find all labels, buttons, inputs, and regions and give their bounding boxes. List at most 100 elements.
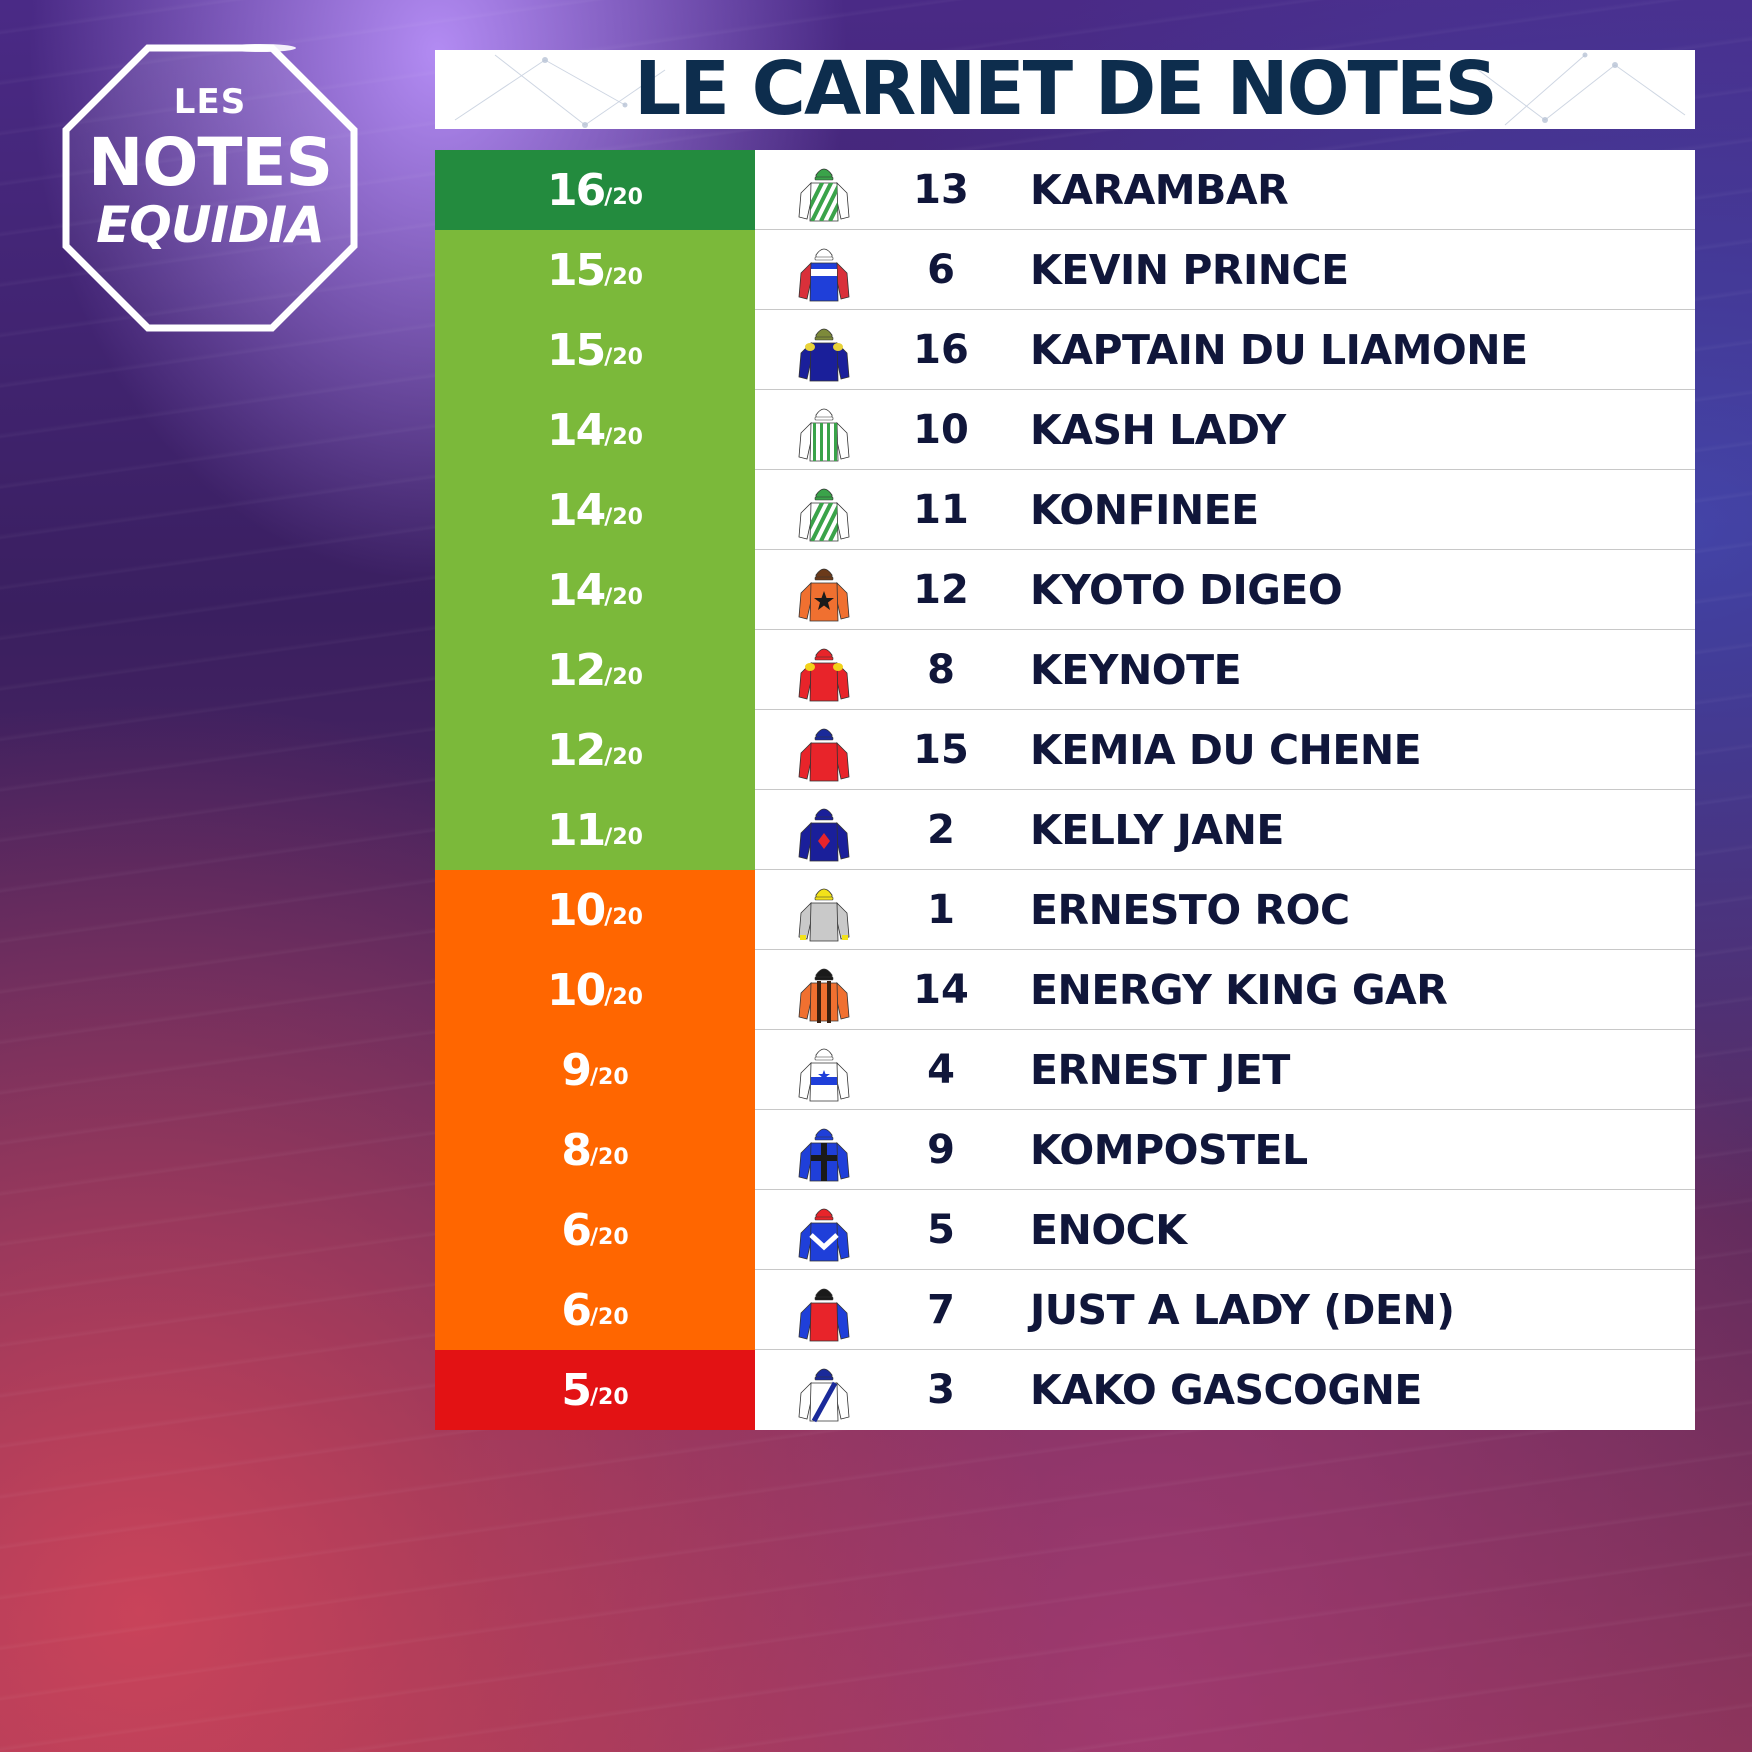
table-row: 6/20 7 JUST A LADY (DEN) xyxy=(435,1270,1695,1350)
horse-number: 16 xyxy=(913,327,969,373)
table-row: 15/20 16 KAPTAIN DU LIAMONE xyxy=(435,310,1695,390)
score-value: 11 xyxy=(547,804,606,856)
score-value: 6 xyxy=(561,1204,592,1256)
les-notes-equidia-logo: LES NOTES EQUIDIA xyxy=(60,44,360,334)
table-row: 6/20 5 ENOCK xyxy=(435,1190,1695,1270)
horse-number: 10 xyxy=(913,407,969,453)
table-row: 12/20 8 KEYNOTE xyxy=(435,630,1695,710)
score-value: 14 xyxy=(547,404,606,456)
score-value: 9 xyxy=(561,1044,592,1096)
horse-number: 11 xyxy=(913,487,969,533)
horse-number: 13 xyxy=(913,167,969,213)
table-row: 5/20 3 KAKO GASCOGNE xyxy=(435,1350,1695,1430)
score-value: 10 xyxy=(547,964,606,1016)
table-row: 10/20 1 ERNESTO ROC xyxy=(435,870,1695,950)
score-out-of: /20 xyxy=(604,504,643,530)
table-row: 14/20 11 KONFINEE xyxy=(435,470,1695,550)
horse-name: KEMIA DU CHENE xyxy=(1030,726,1422,774)
score-out-of: /20 xyxy=(604,824,643,850)
score-badge: 14/20 xyxy=(435,550,755,630)
score-out-of: /20 xyxy=(604,984,643,1010)
horse-name: KARAMBAR xyxy=(1030,166,1289,214)
score-value: 15 xyxy=(547,324,606,376)
score-out-of: /20 xyxy=(589,1384,629,1410)
horse-name: JUST A LADY (DEN) xyxy=(1030,1286,1455,1334)
table-row: 10/20 14 ENERGY KING GAR xyxy=(435,950,1695,1030)
table-row: 15/20 6 KEVIN PRINCE xyxy=(435,230,1695,310)
horse-name: KYOTO DIGEO xyxy=(1030,566,1343,614)
jockey-silk-icon xyxy=(797,883,851,943)
horse-name: ENOCK xyxy=(1030,1206,1187,1254)
score-out-of: /20 xyxy=(589,1144,629,1170)
horse-name: KEYNOTE xyxy=(1030,646,1242,694)
score-out-of: /20 xyxy=(604,184,643,210)
score-out-of: /20 xyxy=(604,664,643,690)
horse-number: 14 xyxy=(913,967,969,1013)
score-value: 16 xyxy=(547,164,606,216)
jockey-silk-icon xyxy=(797,323,851,383)
score-badge: 16/20 xyxy=(435,150,755,230)
horse-name: ERNESTO ROC xyxy=(1030,886,1350,934)
score-value: 14 xyxy=(547,564,606,616)
score-badge: 12/20 xyxy=(435,710,755,790)
horse-number: 6 xyxy=(927,247,955,293)
jockey-silk-icon xyxy=(797,163,851,223)
logo-equidia: EQUIDIA xyxy=(96,196,325,254)
score-badge: 8/20 xyxy=(435,1110,755,1190)
horse-name: KASH LADY xyxy=(1030,406,1286,454)
horse-name: KAKO GASCOGNE xyxy=(1030,1366,1422,1414)
logo-les: LES xyxy=(173,82,247,122)
score-badge: 11/20 xyxy=(435,790,755,870)
jockey-silk-icon xyxy=(797,963,851,1023)
score-value: 10 xyxy=(547,884,606,936)
horse-name: KONFINEE xyxy=(1030,486,1259,534)
score-badge: 10/20 xyxy=(435,870,755,950)
score-value: 6 xyxy=(561,1284,592,1336)
score-value: 12 xyxy=(547,644,606,696)
score-value: 5 xyxy=(561,1364,592,1416)
score-out-of: /20 xyxy=(589,1064,629,1090)
score-badge: 14/20 xyxy=(435,470,755,550)
score-out-of: /20 xyxy=(604,744,643,770)
score-value: 14 xyxy=(547,484,606,536)
score-badge: 14/20 xyxy=(435,390,755,470)
horse-name: KAPTAIN DU LIAMONE xyxy=(1030,326,1528,374)
score-out-of: /20 xyxy=(589,1304,629,1330)
score-value: 8 xyxy=(561,1124,592,1176)
score-value: 15 xyxy=(547,244,606,296)
score-badge: 5/20 xyxy=(435,1350,755,1430)
table-row: 11/20 2 KELLY JANE xyxy=(435,790,1695,870)
title-banner: LE CARNET DE NOTES xyxy=(435,50,1695,129)
score-out-of: /20 xyxy=(604,264,643,290)
score-badge: 9/20 xyxy=(435,1030,755,1110)
score-out-of: /20 xyxy=(604,344,643,370)
score-out-of: /20 xyxy=(604,424,643,450)
horse-name: KEVIN PRINCE xyxy=(1030,246,1349,294)
score-badge: 12/20 xyxy=(435,630,755,710)
ranking-table: 16/20 13 KARAMBAR 15/20 6 KEVIN PRINCE 1… xyxy=(435,150,1695,1430)
horse-number: 1 xyxy=(927,887,955,933)
octagon-badge-icon xyxy=(62,44,358,332)
table-row: 9/20 4 ERNEST JET xyxy=(435,1030,1695,1110)
score-value: 12 xyxy=(547,724,606,776)
score-out-of: /20 xyxy=(589,1224,629,1250)
jockey-silk-icon xyxy=(797,1203,851,1263)
jockey-silk-icon xyxy=(797,243,851,303)
horse-name: KELLY JANE xyxy=(1030,806,1284,854)
table-row: 14/20 10 KASH LADY xyxy=(435,390,1695,470)
horse-number: 12 xyxy=(913,567,969,613)
logo-notes: NOTES xyxy=(88,124,333,201)
score-badge: 10/20 xyxy=(435,950,755,1030)
score-badge: 6/20 xyxy=(435,1270,755,1350)
page-title: LE CARNET DE NOTES xyxy=(634,50,1498,129)
jockey-silk-icon xyxy=(797,403,851,463)
jockey-silk-icon xyxy=(797,1363,851,1423)
score-badge: 15/20 xyxy=(435,310,755,390)
table-row: 12/20 15 KEMIA DU CHENE xyxy=(435,710,1695,790)
horse-name: ENERGY KING GAR xyxy=(1030,966,1448,1014)
horse-number: 2 xyxy=(927,807,955,853)
score-out-of: /20 xyxy=(604,904,643,930)
horse-name: ERNEST JET xyxy=(1030,1046,1290,1094)
horse-number: 3 xyxy=(927,1367,955,1413)
horse-number: 9 xyxy=(927,1127,955,1173)
